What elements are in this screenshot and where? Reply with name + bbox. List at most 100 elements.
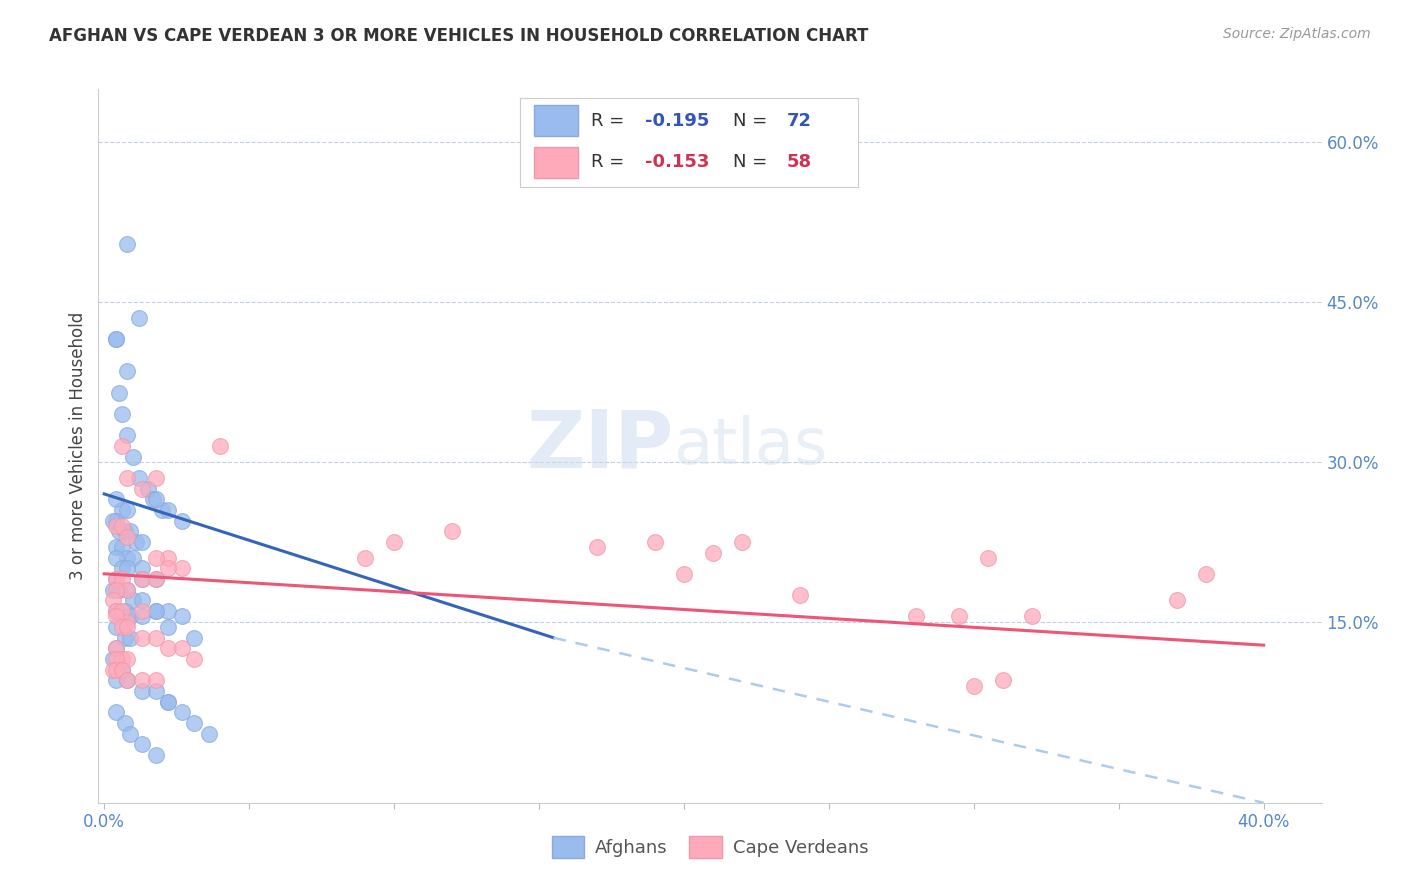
Point — [104, 582, 127, 597]
Point — [131, 482, 153, 496]
Text: Source: ZipAtlas.com: Source: ZipAtlas.com — [1223, 27, 1371, 41]
Point — [963, 679, 986, 693]
Point — [104, 540, 127, 554]
Point — [117, 529, 139, 543]
Point — [1166, 593, 1188, 607]
Point — [1021, 609, 1043, 624]
Point — [117, 503, 139, 517]
Point — [101, 663, 124, 677]
Point — [104, 333, 127, 347]
Point — [145, 747, 167, 762]
Point — [131, 593, 153, 607]
Point — [145, 471, 167, 485]
Point — [145, 684, 167, 698]
Point — [197, 726, 219, 740]
Point — [110, 572, 132, 586]
Point — [104, 609, 127, 624]
Text: R =: R = — [591, 153, 630, 171]
Point — [114, 604, 136, 618]
Point — [156, 695, 179, 709]
Point — [145, 572, 167, 586]
Point — [131, 737, 153, 751]
Point — [131, 534, 153, 549]
Point — [101, 652, 124, 666]
Text: AFGHAN VS CAPE VERDEAN 3 OR MORE VEHICLES IN HOUSEHOLD CORRELATION CHART: AFGHAN VS CAPE VERDEAN 3 OR MORE VEHICLE… — [49, 27, 869, 45]
Point — [104, 673, 127, 688]
Text: N =: N = — [733, 153, 773, 171]
Point — [789, 588, 811, 602]
Text: atlas: atlas — [673, 415, 828, 477]
Text: 58: 58 — [787, 153, 811, 171]
Point — [948, 609, 970, 624]
Point — [156, 550, 179, 565]
Point — [104, 604, 127, 618]
Point — [110, 663, 132, 677]
Point — [120, 524, 142, 539]
Point — [991, 673, 1014, 688]
Text: R =: R = — [591, 112, 630, 130]
Point — [120, 726, 142, 740]
Text: -0.195: -0.195 — [645, 112, 710, 130]
Point — [156, 604, 179, 618]
Point — [145, 550, 167, 565]
Point — [110, 652, 132, 666]
Point — [209, 439, 232, 453]
Point — [183, 715, 205, 730]
Point — [117, 236, 139, 251]
Text: 72: 72 — [787, 112, 811, 130]
Point — [145, 631, 167, 645]
Point — [131, 572, 153, 586]
Point — [131, 684, 153, 698]
Point — [114, 631, 136, 645]
Point — [110, 540, 132, 554]
Point — [104, 652, 127, 666]
Point — [145, 604, 167, 618]
Point — [104, 550, 127, 565]
Point — [117, 364, 139, 378]
Point — [172, 609, 194, 624]
Point — [117, 620, 139, 634]
Point — [110, 561, 132, 575]
Point — [183, 631, 205, 645]
Point — [156, 641, 179, 656]
Point — [145, 572, 167, 586]
Point — [145, 492, 167, 507]
Point — [150, 503, 173, 517]
Point — [120, 609, 142, 624]
Point — [354, 550, 377, 565]
Point — [131, 604, 153, 618]
Y-axis label: 3 or more Vehicles in Household: 3 or more Vehicles in Household — [69, 312, 87, 580]
Point — [904, 609, 927, 624]
Point — [131, 673, 153, 688]
Point — [156, 620, 179, 634]
Point — [104, 641, 127, 656]
Point — [117, 673, 139, 688]
Point — [117, 582, 139, 597]
Point — [117, 582, 139, 597]
Point — [110, 439, 132, 453]
Point — [145, 604, 167, 618]
Point — [131, 561, 153, 575]
Point — [117, 471, 139, 485]
Point — [128, 311, 150, 326]
Point — [586, 540, 609, 554]
Point — [731, 534, 754, 549]
Point — [107, 582, 129, 597]
Point — [104, 663, 127, 677]
Point — [107, 385, 129, 400]
Point — [104, 706, 127, 720]
Point — [172, 561, 194, 575]
Bar — [534, 147, 578, 178]
Point — [125, 534, 148, 549]
Point — [672, 566, 695, 581]
Legend: Afghans, Cape Verdeans: Afghans, Cape Verdeans — [544, 829, 876, 865]
Point — [644, 534, 666, 549]
Point — [128, 471, 150, 485]
Point — [104, 572, 127, 586]
Point — [114, 524, 136, 539]
Point — [131, 631, 153, 645]
Point — [117, 673, 139, 688]
Point — [117, 550, 139, 565]
Point — [441, 524, 464, 539]
Point — [156, 695, 179, 709]
